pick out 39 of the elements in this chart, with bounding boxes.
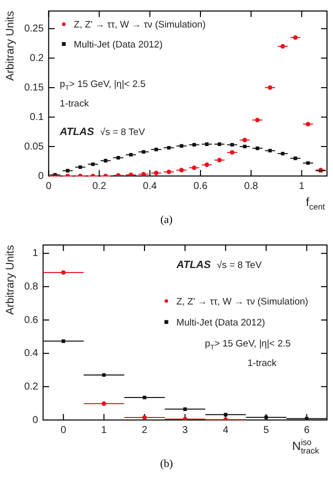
- y-tick-label: 1: [32, 248, 39, 260]
- text: (b): [159, 457, 174, 472]
- x-tick-label: 1: [101, 424, 108, 436]
- annotation: √s = 8 TeV: [216, 260, 262, 271]
- y-tick-label: 0: [32, 414, 39, 426]
- y-tick-label: 0.2: [24, 381, 39, 392]
- x-tick-label: 2: [142, 424, 148, 436]
- y-tick-label: 0.15: [24, 82, 44, 94]
- y-tick-label: 0: [38, 170, 44, 182]
- annotation: √s = 8 TeV: [100, 126, 146, 138]
- x-tick-label: 0.4: [142, 180, 158, 192]
- legend-label: Z, Z' → ττ, W → τν (Simulation): [176, 296, 308, 308]
- y-tick-label: 0.6: [24, 314, 39, 326]
- x-tick-label: 1: [298, 180, 305, 192]
- x-tick-label: 0: [46, 180, 52, 192]
- x-tick-label: 0: [60, 424, 67, 436]
- x-tick-label: 4: [222, 424, 229, 436]
- legend-label: Z, Z' → ττ, W → τν (Simulation): [74, 20, 206, 31]
- annotation: 1-track: [60, 98, 90, 110]
- text: (a): [159, 213, 174, 228]
- x-tick-label: 0.8: [244, 180, 258, 192]
- x-tick-label: 5: [263, 424, 270, 436]
- annotation: ATLAS: [58, 126, 94, 138]
- y-tick-label: 0.4: [24, 348, 39, 360]
- x-tick-label: 6: [304, 424, 310, 436]
- y-axis-title: Arbitrary Units: [4, 10, 17, 81]
- y-tick-label: 0.2: [30, 52, 44, 64]
- legend-label: Multi-Jet (Data 2012): [74, 40, 162, 50]
- y-tick-label: 0.05: [24, 141, 44, 152]
- x-tick-label: 0.6: [194, 180, 208, 192]
- y-tick-label: 0.8: [24, 281, 39, 292]
- y-tick-label: 0.1: [30, 112, 44, 123]
- legend-label: Multi-Jet (Data 2012): [176, 318, 266, 328]
- annotation: 1-track: [248, 358, 277, 369]
- y-tick-label: 0.25: [24, 23, 44, 34]
- x-tick-label: 3: [182, 424, 188, 436]
- y-axis-title: Arbitrary Units: [4, 244, 17, 315]
- x-tick-label: 0.2: [92, 180, 107, 192]
- annotation: ATLAS: [176, 258, 211, 271]
